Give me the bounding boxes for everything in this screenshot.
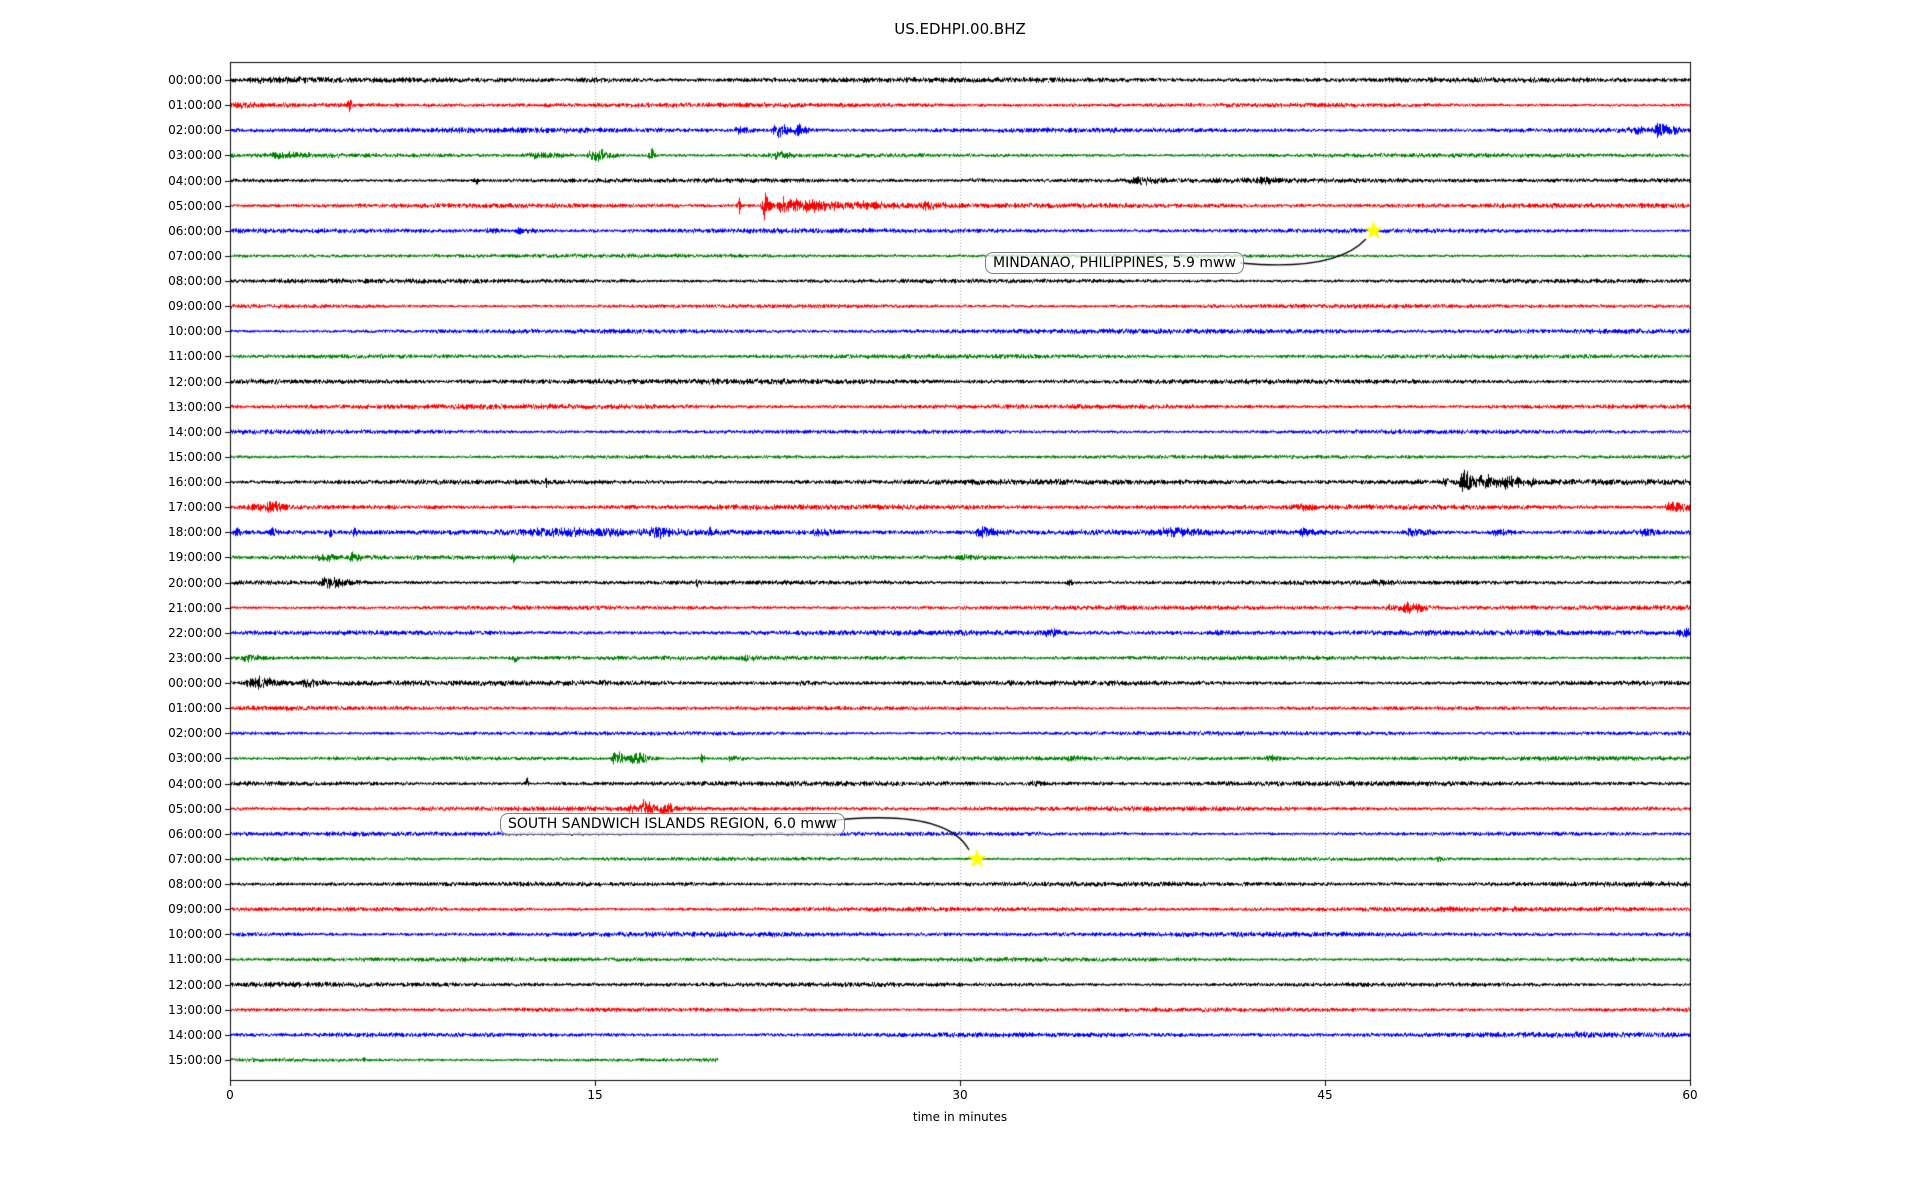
y-tick-label: 08:00:00: [168, 877, 222, 892]
y-tick-label: 16:00:00: [168, 475, 222, 490]
y-tick-label: 13:00:00: [168, 1002, 222, 1017]
y-tick-label: 20:00:00: [168, 575, 222, 590]
y-tick-label: 02:00:00: [168, 123, 222, 138]
y-tick-label: 01:00:00: [168, 701, 222, 716]
y-tick-label: 07:00:00: [168, 248, 222, 263]
chart-title: US.EDHPI.00.BHZ: [894, 20, 1026, 38]
y-tick-label: 10:00:00: [168, 927, 222, 942]
y-tick-label: 06:00:00: [168, 826, 222, 841]
y-tick-label: 07:00:00: [168, 851, 222, 866]
event-annotation-mindanao-philippines: MINDANAO, PHILIPPINES, 5.9 mww: [985, 252, 1244, 274]
y-tick-label: 22:00:00: [168, 625, 222, 640]
y-tick-label: 21:00:00: [168, 600, 222, 615]
y-tick-label: 19:00:00: [168, 550, 222, 565]
x-tick-label: 60: [1682, 1088, 1698, 1102]
y-tick-label: 11:00:00: [168, 952, 222, 967]
y-tick-label: 17:00:00: [168, 500, 222, 515]
y-tick-label: 06:00:00: [168, 223, 222, 238]
y-tick-label: 00:00:00: [168, 73, 222, 87]
y-tick-label: 02:00:00: [168, 726, 222, 741]
y-tick-label: 09:00:00: [168, 299, 222, 314]
y-tick-label: 09:00:00: [168, 902, 222, 917]
y-tick-label: 03:00:00: [168, 148, 222, 163]
y-tick-label: 12:00:00: [168, 374, 222, 389]
y-tick-label: 14:00:00: [168, 1027, 222, 1042]
y-tick-label: 04:00:00: [168, 173, 222, 188]
y-tick-label: 04:00:00: [168, 776, 222, 791]
y-tick-label: 12:00:00: [168, 977, 222, 992]
y-tick-label: 13:00:00: [168, 399, 222, 414]
x-tick-label: 0: [226, 1088, 234, 1102]
y-tick-label: 05:00:00: [168, 198, 222, 213]
y-tick-label: 00:00:00: [168, 676, 222, 691]
x-tick-label: 30: [952, 1088, 968, 1102]
x-tick-label: 15: [587, 1088, 603, 1102]
y-tick-label: 01:00:00: [168, 98, 222, 113]
y-tick-label: 18:00:00: [168, 525, 222, 540]
x-tick-label: 45: [1317, 1088, 1333, 1102]
y-tick-label: 10:00:00: [168, 324, 222, 339]
x-axis-title: time in minutes: [912, 1110, 1008, 1124]
y-tick-label: 14:00:00: [168, 424, 222, 439]
y-tick-label: 23:00:00: [168, 650, 222, 665]
y-tick-label: 15:00:00: [168, 449, 222, 464]
y-tick-label: 11:00:00: [168, 349, 222, 364]
y-tick-label: 05:00:00: [168, 801, 222, 816]
y-tick-label: 15:00:00: [168, 1052, 222, 1067]
y-tick-label: 08:00:00: [168, 274, 222, 289]
event-annotation-south-sandwich-islands: SOUTH SANDWICH ISLANDS REGION, 6.0 mww: [500, 813, 845, 835]
y-tick-label: 03:00:00: [168, 751, 222, 766]
